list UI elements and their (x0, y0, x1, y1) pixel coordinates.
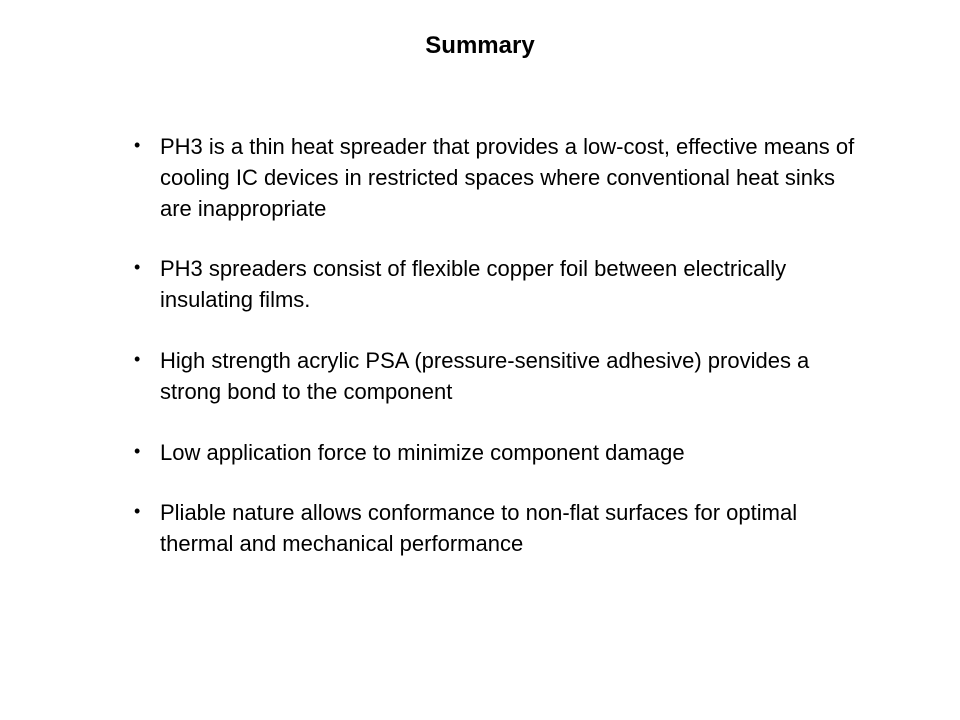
list-item: Pliable nature allows conformance to non… (130, 498, 860, 560)
slide-title: Summary (0, 32, 960, 60)
bullet-list: PH3 is a thin heat spreader that provide… (130, 132, 860, 560)
slide-content: PH3 is a thin heat spreader that provide… (0, 132, 960, 560)
list-item: PH3 spreaders consist of flexible copper… (130, 254, 860, 316)
slide-container: Summary PH3 is a thin heat spreader that… (0, 0, 960, 720)
list-item: High strength acrylic PSA (pressure-sens… (130, 346, 860, 408)
list-item: Low application force to minimize compon… (130, 438, 860, 469)
list-item: PH3 is a thin heat spreader that provide… (130, 132, 860, 224)
